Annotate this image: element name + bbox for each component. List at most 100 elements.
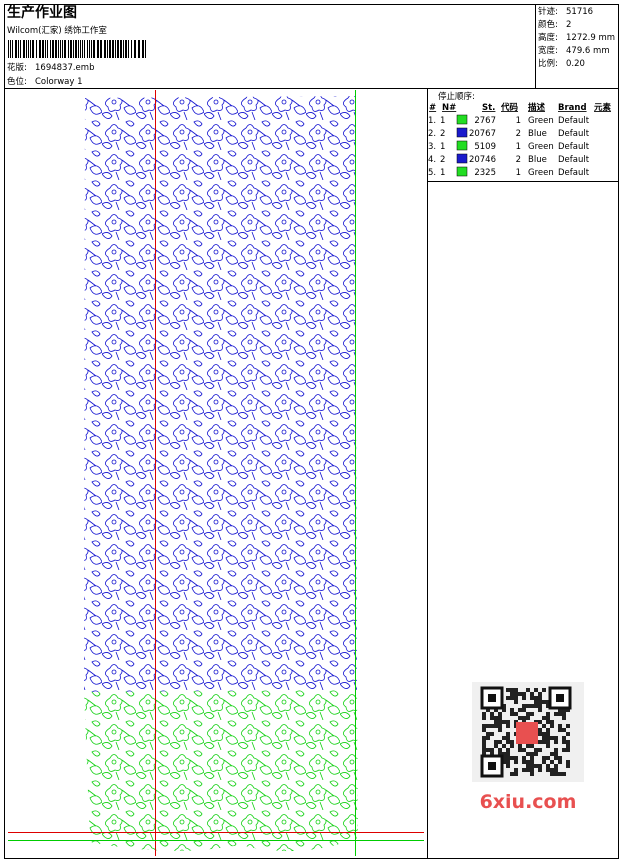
qr-cell <box>518 692 522 696</box>
color-swatch <box>456 166 468 177</box>
qr-cell <box>546 712 550 716</box>
qr-cell <box>526 704 530 708</box>
qr-cell <box>486 736 490 740</box>
qr-cell <box>562 736 566 740</box>
qr-cell <box>534 752 538 756</box>
qr-cell <box>490 724 494 728</box>
qr-finder <box>488 762 496 770</box>
qr-cell <box>562 772 566 776</box>
qr-cell <box>510 756 514 760</box>
qr-cell <box>554 752 558 756</box>
qr-cell <box>510 692 514 696</box>
bar <box>97 40 99 58</box>
row-index: 4. <box>428 155 436 165</box>
qr-cell <box>566 708 570 712</box>
qr-cell <box>526 744 530 748</box>
qr-cell <box>502 704 506 708</box>
qr-cell <box>522 756 526 760</box>
brand: Default <box>558 129 590 139</box>
qr-cell <box>502 744 506 748</box>
qr-cell <box>554 772 558 776</box>
needle: 1 <box>440 168 445 178</box>
qr-cell <box>534 700 538 704</box>
qr-cell <box>506 740 510 744</box>
qr-cell <box>510 708 514 712</box>
qr-cell <box>542 756 546 760</box>
qr-cell <box>546 716 550 720</box>
qr-cell <box>486 732 490 736</box>
qr-cell <box>538 696 542 700</box>
bar <box>28 40 29 58</box>
qr-cell <box>530 768 534 772</box>
info-label: 比例: <box>538 58 558 69</box>
qr-cell <box>490 716 494 720</box>
bar <box>117 40 119 58</box>
design-blue <box>84 96 357 692</box>
bar <box>60 40 61 58</box>
qr-cell <box>490 752 494 756</box>
column-header: 代码 <box>500 102 519 113</box>
bar <box>142 40 144 58</box>
bar <box>26 40 27 58</box>
column-header: 描述 <box>528 102 546 113</box>
bar <box>73 40 74 58</box>
column-header: N# <box>442 103 456 113</box>
qr-cell <box>486 724 490 728</box>
bar <box>18 40 19 58</box>
bar <box>62 40 63 58</box>
qr-cell <box>498 724 502 728</box>
qr-cell <box>558 724 562 728</box>
bar <box>107 40 108 58</box>
qr-cell <box>562 740 566 744</box>
bar <box>138 40 140 58</box>
qr-cell <box>530 760 534 764</box>
qr-cell <box>542 724 546 728</box>
qr-cell <box>562 708 566 712</box>
qr-cell <box>538 692 542 696</box>
qr-cell <box>498 752 502 756</box>
qr-cell <box>522 760 526 764</box>
qr-cell <box>518 716 522 720</box>
qr-finder <box>488 694 496 702</box>
qr-cell <box>542 700 546 704</box>
qr-cell <box>538 708 542 712</box>
qr-cell <box>550 752 554 756</box>
bar <box>58 40 59 58</box>
qr-cell <box>482 712 486 716</box>
qr-cell <box>530 692 534 696</box>
qr-cell <box>566 748 570 752</box>
qr-cell <box>502 752 506 756</box>
qr-cell <box>534 704 538 708</box>
qr-cell <box>526 712 530 716</box>
qr-cell <box>490 712 494 716</box>
qr-cell <box>538 728 542 732</box>
qr-cell <box>514 696 518 700</box>
description: Green <box>528 142 554 152</box>
bar <box>45 40 46 58</box>
qr-cell <box>566 732 570 736</box>
stop-table: # N# St. 代码 描述 Brand 元素 1. 1 2767 1 Green Default 2. 2… <box>428 102 612 178</box>
brand: Default <box>558 155 590 165</box>
qr-cell <box>514 760 518 764</box>
bar <box>145 40 146 58</box>
qr-cell <box>546 736 550 740</box>
design-green <box>84 690 358 852</box>
qr-cell <box>510 740 514 744</box>
qr-cell <box>542 716 546 720</box>
qr-cell <box>550 724 554 728</box>
qr-cell <box>566 740 570 744</box>
bar <box>112 40 114 58</box>
qr-cell <box>546 732 550 736</box>
qr-cell <box>506 736 510 740</box>
row-index: 1. <box>428 116 436 126</box>
brand: Default <box>558 142 590 152</box>
qr-cell <box>530 696 534 700</box>
qr-cell <box>534 764 538 768</box>
qr-cell <box>510 744 514 748</box>
qr-cell <box>530 752 534 756</box>
qr-cell <box>498 728 502 732</box>
stitches: 20746 <box>469 155 496 165</box>
qr-cell <box>518 748 522 752</box>
qr-cell <box>566 724 570 728</box>
qr-cell <box>482 724 486 728</box>
